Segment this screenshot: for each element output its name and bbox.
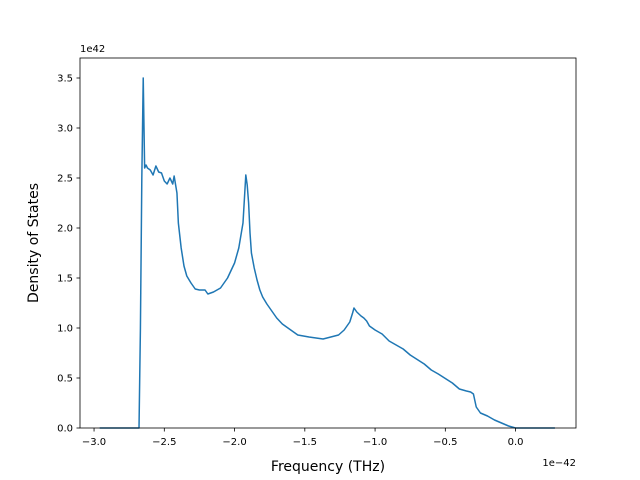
y-tick-label: 2.0 xyxy=(57,224,73,235)
y-tick-label: 2.5 xyxy=(57,174,73,185)
x-tick-label: −1.5 xyxy=(293,437,317,448)
x-tick-label: −0.5 xyxy=(433,437,457,448)
y-tick-label: 0.5 xyxy=(57,374,73,385)
dos-series-line xyxy=(99,77,555,429)
x-tick-label: −2.0 xyxy=(222,437,246,448)
y-tick-label: 1.5 xyxy=(57,274,73,285)
x-axis-ticks: −3.0 −2.5 −2.0 −1.5 −1.0 −0.5 0.0 xyxy=(82,428,524,448)
x-axis-offset-text: 1e−42 xyxy=(542,458,576,469)
y-axis-label: Density of States xyxy=(26,183,42,303)
x-tick-label: −2.5 xyxy=(152,437,176,448)
y-tick-label: 3.0 xyxy=(57,124,73,135)
x-axis-label: Frequency (THz) xyxy=(271,459,385,475)
y-tick-label: 1.0 xyxy=(57,324,73,335)
x-tick-label: −1.0 xyxy=(363,437,387,448)
plot-area xyxy=(99,77,555,429)
y-tick-label: 0.0 xyxy=(57,424,73,435)
x-tick-label: 0.0 xyxy=(508,437,524,448)
axes-frame xyxy=(79,57,577,429)
y-axis-ticks: 0.0 0.5 1.0 1.5 2.0 2.5 3.0 3.5 xyxy=(57,74,80,435)
y-axis-offset-text: 1e42 xyxy=(80,44,105,55)
x-tick-label: −3.0 xyxy=(82,437,106,448)
y-tick-label: 3.5 xyxy=(57,74,73,85)
